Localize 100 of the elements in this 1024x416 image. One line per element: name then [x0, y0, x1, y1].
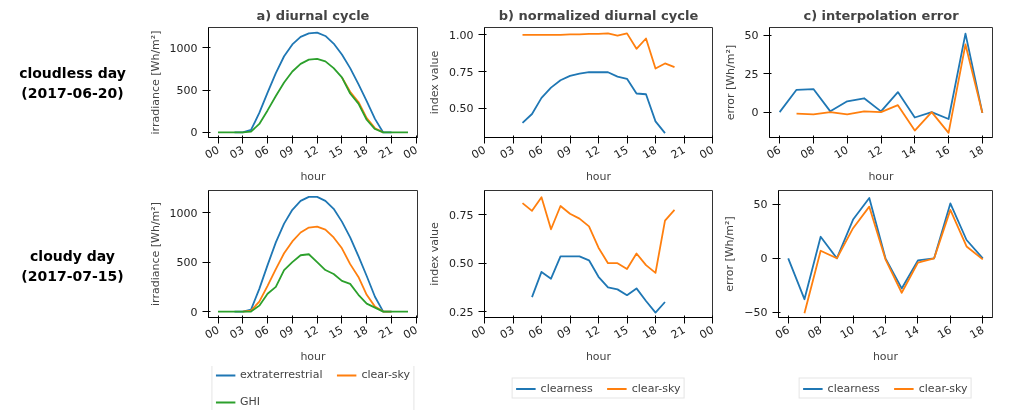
y-tick-label: 1000	[169, 206, 198, 220]
x-axis-title: hour	[300, 350, 327, 364]
x-tick-label: 18	[351, 143, 371, 162]
line-series	[521, 32, 676, 70]
x-tick-label: 18	[967, 323, 987, 342]
x-tick-label: 08	[805, 323, 825, 342]
x-tick-label: 15	[611, 143, 631, 162]
y-tick-label: 500	[176, 256, 198, 270]
y-tick-label: 0.75	[449, 208, 474, 222]
y-tick-label: 1000	[169, 41, 198, 55]
x-tick-label: 00	[202, 143, 222, 162]
x-tick-label: 21	[376, 323, 395, 342]
line-series	[217, 253, 409, 313]
x-tick-label: 21	[668, 143, 688, 162]
x-tick-label: 12	[583, 323, 602, 342]
legend-label: clearness	[540, 381, 593, 395]
x-tick-label: 03	[227, 323, 247, 342]
legend-label: GHI	[239, 395, 260, 408]
y-tick-label: 0.75	[449, 65, 474, 79]
y-axis-title: error [Wh/m²]	[723, 216, 737, 292]
y-tick-label: 500	[176, 84, 198, 98]
x-tick-label: 14	[902, 323, 922, 342]
x-tick-label: 18	[351, 323, 371, 342]
x-tick-label: 15	[326, 323, 346, 342]
chart-title: b) normalized diurnal cycle	[498, 7, 699, 23]
y-tick-label: 0.25	[449, 305, 474, 319]
x-tick-label: 00	[401, 143, 420, 162]
line-series	[787, 197, 984, 301]
text: cloudless day (2017-06-20)	[18, 64, 127, 103]
y-axis-title: index value	[428, 221, 442, 286]
x-tick-label: 18	[640, 143, 659, 162]
chart-title: c) interpolation error	[803, 7, 960, 23]
x-tick-label: 00	[202, 323, 222, 342]
x-tick-label: 09	[277, 323, 296, 342]
line-series	[803, 205, 984, 315]
y-tick-label: 25	[744, 67, 759, 81]
x-tick-label: 06	[526, 143, 545, 162]
x-tick-label: 16	[933, 143, 953, 162]
y-axis-title: index value	[428, 50, 442, 115]
legend-label: clear-sky	[631, 381, 681, 395]
x-tick-label: 21	[376, 143, 395, 162]
y-tick-label: 0	[190, 126, 198, 140]
x-tick-label: 00	[469, 143, 488, 162]
y-tick-label: 0	[751, 106, 759, 120]
x-tick-label: 00	[401, 323, 420, 342]
x-tick-label: 10	[832, 143, 851, 162]
y-tick-label: 1.00	[449, 28, 474, 42]
x-tick-label: 00	[697, 323, 716, 342]
x-tick-label: 12	[302, 323, 321, 342]
x-tick-label: 12	[302, 143, 321, 162]
y-tick-label: 0.50	[449, 257, 474, 271]
x-tick-label: 00	[469, 323, 488, 342]
y-axis-title: irradiance [Wh/m²]	[148, 202, 162, 306]
y-tick-label: 50	[753, 198, 768, 212]
line-series	[795, 43, 984, 134]
x-tick-label: 03	[497, 323, 517, 342]
x-axis-title: hour	[300, 170, 327, 184]
x-axis-title: hour	[585, 350, 612, 364]
x-tick-label: 06	[252, 143, 272, 162]
x-axis-title: hour	[872, 350, 899, 364]
x-tick-label: 12	[870, 323, 889, 342]
x-tick-label: 14	[899, 143, 919, 162]
x-tick-label: 09	[554, 323, 574, 342]
x-tick-label: 06	[773, 323, 792, 342]
y-tick-label: −50	[744, 306, 768, 320]
line-series	[521, 196, 676, 274]
x-tick-label: 00	[697, 143, 716, 162]
y-tick-label: 0.50	[449, 102, 474, 116]
y-tick-label: 0	[760, 252, 768, 266]
y-axis-title: irradiance [Wh/m²]	[148, 30, 162, 135]
legend-label: clear-sky	[361, 368, 411, 381]
x-tick-label: 21	[668, 323, 688, 342]
x-tick-label: 10	[837, 323, 857, 342]
legend-label: clearness	[827, 381, 880, 395]
x-tick-label: 16	[935, 323, 954, 342]
y-tick-label: 50	[744, 29, 759, 43]
x-axis-title: hour	[585, 170, 612, 184]
x-tick-label: 15	[611, 323, 631, 342]
legend-label: clear-sky	[918, 381, 968, 395]
x-tick-label: 12	[865, 143, 885, 162]
x-tick-label: 08	[798, 143, 817, 162]
line-series	[778, 32, 984, 120]
text: cloudy day (2017-07-15)	[20, 247, 125, 286]
x-axis-title: hour	[868, 170, 895, 184]
x-tick-label: 15	[326, 143, 346, 162]
y-axis-title: error [Wh/m²]	[723, 44, 737, 121]
x-tick-label: 09	[277, 143, 296, 162]
x-tick-label: 12	[583, 143, 602, 162]
x-tick-label: 03	[227, 143, 247, 162]
x-tick-label: 06	[526, 323, 545, 342]
y-tick-label: 0	[190, 305, 198, 319]
x-tick-label: 18	[640, 323, 659, 342]
line-series	[521, 71, 666, 134]
x-tick-label: 09	[554, 143, 574, 162]
x-tick-label: 06	[764, 143, 784, 162]
legend-label: extraterrestrial	[239, 368, 323, 381]
x-tick-label: 06	[252, 323, 272, 342]
line-series	[217, 57, 409, 134]
x-tick-label: 03	[497, 143, 517, 162]
x-tick-label: 18	[967, 143, 986, 162]
